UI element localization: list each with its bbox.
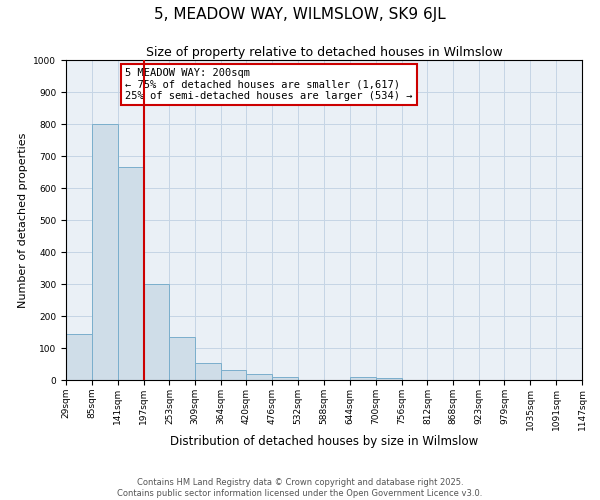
Bar — [376, 378, 401, 380]
X-axis label: Distribution of detached houses by size in Wilmslow: Distribution of detached houses by size … — [170, 436, 478, 448]
Text: Contains HM Land Registry data © Crown copyright and database right 2025.
Contai: Contains HM Land Registry data © Crown c… — [118, 478, 482, 498]
Bar — [169, 337, 195, 380]
Text: 5 MEADOW WAY: 200sqm
← 75% of detached houses are smaller (1,617)
25% of semi-de: 5 MEADOW WAY: 200sqm ← 75% of detached h… — [125, 68, 413, 101]
Y-axis label: Number of detached properties: Number of detached properties — [18, 132, 28, 308]
Bar — [118, 167, 143, 380]
Bar — [247, 374, 272, 380]
Bar — [272, 377, 298, 380]
Bar — [195, 364, 221, 380]
Bar — [350, 378, 376, 380]
Text: 5, MEADOW WAY, WILMSLOW, SK9 6JL: 5, MEADOW WAY, WILMSLOW, SK9 6JL — [154, 8, 446, 22]
Bar — [66, 334, 92, 380]
Title: Size of property relative to detached houses in Wilmslow: Size of property relative to detached ho… — [146, 46, 502, 59]
Bar — [92, 124, 118, 380]
Bar — [221, 370, 247, 380]
Bar — [143, 284, 169, 380]
